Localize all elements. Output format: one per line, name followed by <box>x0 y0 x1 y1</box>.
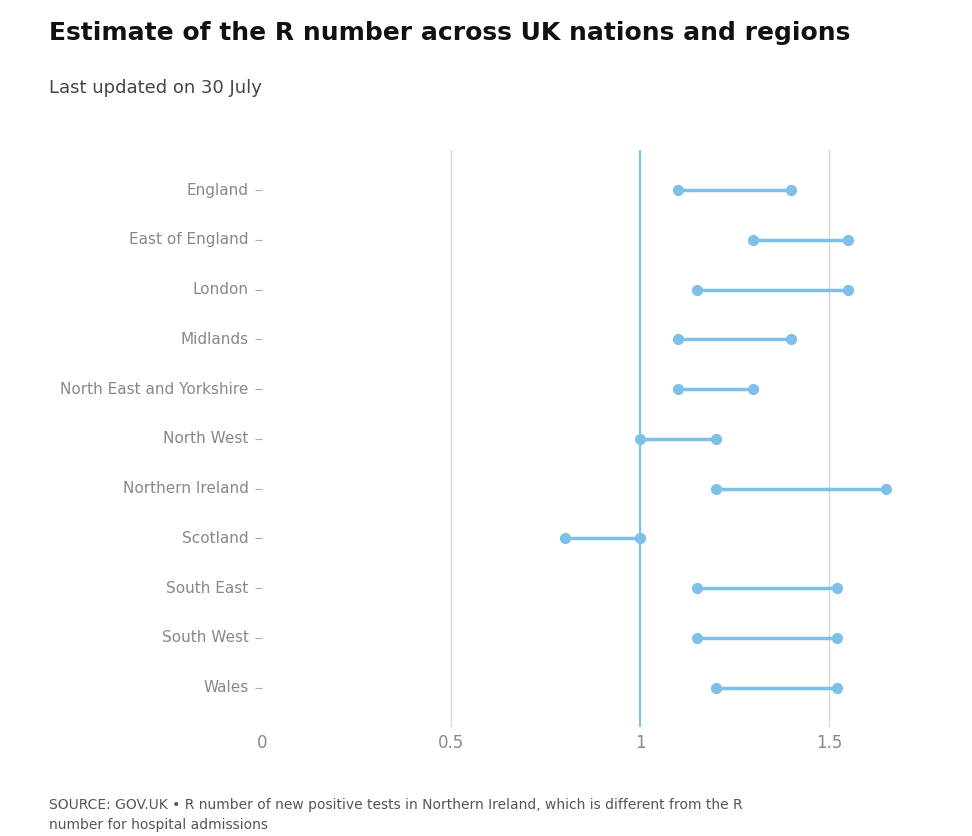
Point <box>689 283 705 297</box>
Text: Estimate of the R number across UK nations and regions: Estimate of the R number across UK natio… <box>49 21 850 45</box>
Point <box>708 482 723 495</box>
Point <box>689 631 705 645</box>
Point <box>783 333 799 346</box>
Point <box>708 432 723 446</box>
Text: Last updated on 30 July: Last updated on 30 July <box>49 79 261 98</box>
Point <box>746 233 761 247</box>
Point <box>829 631 845 645</box>
Point <box>557 532 573 545</box>
Point <box>670 383 685 396</box>
Point <box>878 482 893 495</box>
Text: SOURCE: GOV.UK • R number of new positive tests in Northern Ireland, which is di: SOURCE: GOV.UK • R number of new positiv… <box>49 798 743 832</box>
Point <box>689 581 705 594</box>
Point <box>746 383 761 396</box>
Point <box>633 532 648 545</box>
Point <box>670 333 685 346</box>
Point <box>840 233 855 247</box>
Point <box>829 681 845 694</box>
Point <box>708 681 723 694</box>
Point <box>670 184 685 197</box>
Point <box>783 184 799 197</box>
Point <box>829 581 845 594</box>
Point <box>840 283 855 297</box>
Point <box>633 432 648 446</box>
